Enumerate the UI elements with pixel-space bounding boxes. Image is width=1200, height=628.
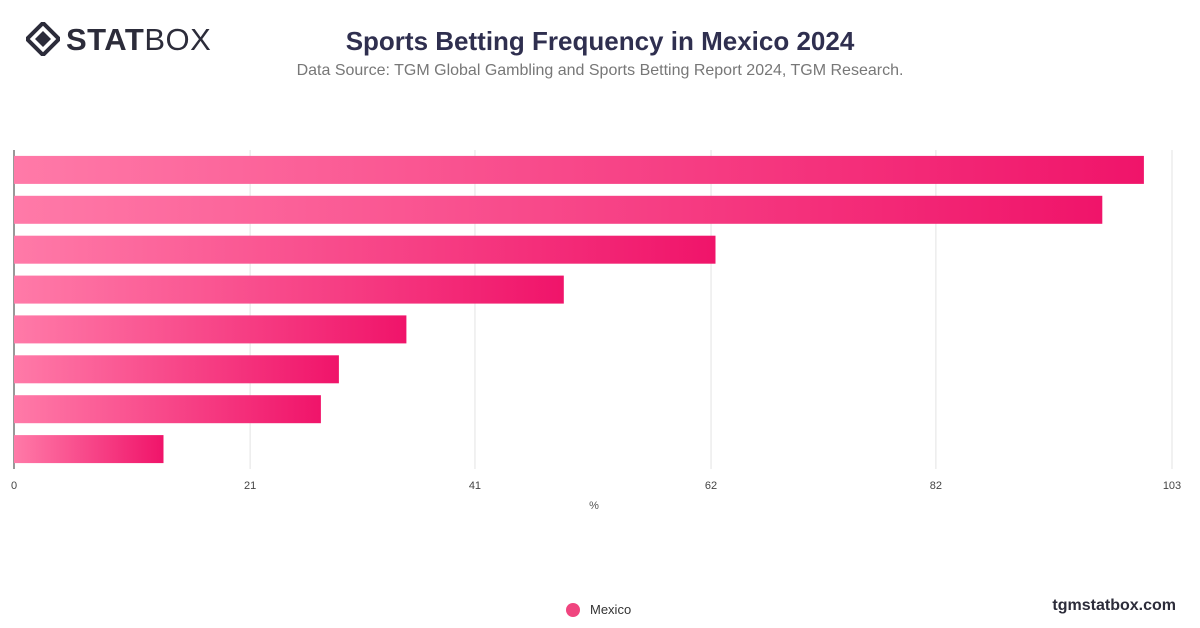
watermark: tgmstatbox.com [1052, 597, 1176, 614]
x-tick-label: 21 [244, 480, 256, 492]
x-axis-label: % [589, 500, 599, 512]
x-tick-label: 62 [705, 480, 717, 492]
legend-label: Mexico [590, 602, 632, 617]
x-tick-label: 41 [469, 480, 481, 492]
bar[interactable] [14, 195, 1103, 224]
chart-subtitle: Data Source: TGM Global Gambling and Spo… [296, 62, 904, 79]
logo-text: STATBOX [66, 24, 211, 55]
bar[interactable] [14, 315, 407, 344]
legend-marker [566, 602, 580, 617]
logo-text-light: BOX [144, 21, 212, 57]
chart-title: Sports Betting Frequency in Mexico 2024 [345, 26, 855, 56]
bars [14, 155, 1144, 464]
bar[interactable] [14, 155, 1144, 184]
bar[interactable] [14, 275, 564, 304]
x-tick-label: 0 [11, 480, 17, 492]
x-axis-ticks: 0 21 41 62 82 103 [11, 480, 1181, 492]
bar[interactable] [14, 355, 339, 384]
logo-text-bold: STAT [66, 21, 145, 57]
bar[interactable] [14, 395, 321, 424]
x-tick-label: 103 [1163, 480, 1181, 492]
statbox-logo-icon [26, 22, 60, 56]
bar-chart: 0 21 41 62 82 103 % [11, 150, 1181, 512]
bar[interactable] [14, 435, 164, 464]
x-tick-label: 82 [930, 480, 942, 492]
statbox-logo: STATBOX [26, 22, 211, 56]
legend[interactable]: Mexico [566, 602, 631, 617]
bar[interactable] [14, 235, 716, 264]
